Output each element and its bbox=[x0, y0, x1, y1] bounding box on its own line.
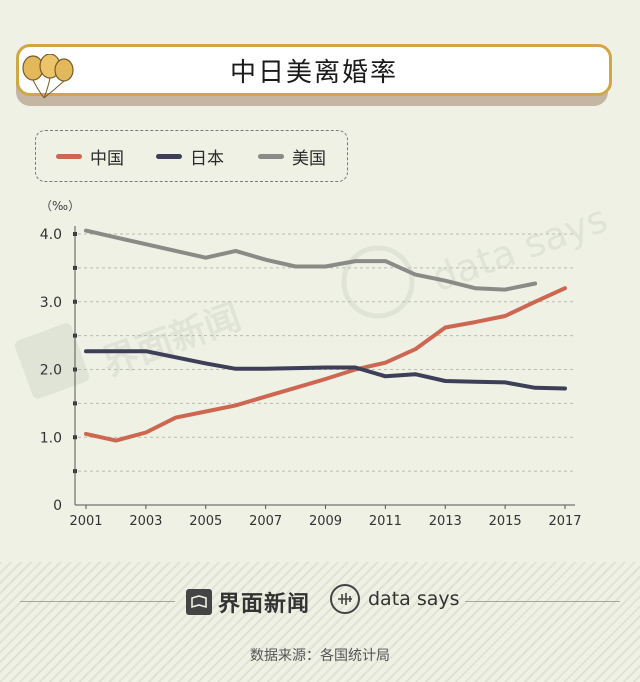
legend-swatch-usa bbox=[258, 153, 284, 159]
chart-title: 中日美离婚率 bbox=[229, 57, 398, 88]
x-tick-label: 2003 bbox=[129, 514, 162, 529]
y-tick-label: 0 bbox=[53, 498, 62, 514]
legend-swatch-china bbox=[56, 153, 82, 159]
series-line-china bbox=[84, 286, 567, 443]
jiemian-logo: 界面新闻 bbox=[186, 586, 310, 618]
title-box: 中日美离婚率 bbox=[16, 44, 612, 96]
legend-label-usa: 美国 bbox=[292, 148, 326, 169]
footer-band bbox=[0, 562, 640, 682]
x-ticks: 2001 2003 2005 2007 2009 2011 2013 2015 2017 bbox=[69, 505, 582, 529]
series-line-usa bbox=[84, 228, 538, 292]
y-tick-label: 4.0 bbox=[40, 227, 62, 243]
legend-item-china: 中国 bbox=[56, 145, 124, 169]
x-tick-label: 2001 bbox=[69, 514, 102, 529]
footer-divider-left bbox=[20, 601, 175, 602]
line-chart: （‰） 01.02.03.04.0 2001 2003 2005 2007 2009 20… bbox=[40, 199, 582, 529]
x-tick-label: 2005 bbox=[189, 514, 222, 529]
datasays-logo: data says bbox=[330, 584, 460, 614]
data-source: 数据来源：各国统计局 bbox=[250, 648, 390, 664]
y-tick-label: 1.0 bbox=[40, 430, 62, 446]
series-lines bbox=[84, 228, 567, 443]
legend-label-japan: 日本 bbox=[190, 148, 224, 169]
x-tick-label: 2007 bbox=[249, 514, 282, 529]
x-tick-label: 2015 bbox=[489, 514, 522, 529]
legend-swatch-japan bbox=[156, 153, 182, 159]
legend: 中国 日本 美国 bbox=[35, 130, 348, 182]
y-tick-label: 3.0 bbox=[40, 295, 62, 311]
x-tick-label: 2011 bbox=[369, 514, 402, 529]
x-tick-label: 2017 bbox=[548, 514, 581, 529]
datasays-logo-text: data says bbox=[368, 588, 460, 610]
jiemian-logo-icon bbox=[186, 589, 212, 615]
legend-item-japan: 日本 bbox=[156, 145, 224, 169]
x-tick-label: 2013 bbox=[429, 514, 462, 529]
x-tick-label: 2009 bbox=[309, 514, 342, 529]
y-tick-label: 2.0 bbox=[40, 363, 62, 379]
balloons-icon bbox=[22, 54, 74, 99]
legend-label-china: 中国 bbox=[90, 148, 124, 169]
y-axis-unit-label: （‰） bbox=[40, 199, 80, 213]
jiemian-logo-text: 界面新闻 bbox=[218, 592, 311, 617]
legend-item-usa: 美国 bbox=[258, 145, 326, 169]
y-ticks: 0 1.0 2.0 3.0 4.0 bbox=[40, 227, 62, 514]
series-line-japan bbox=[84, 349, 567, 391]
datasays-logo-icon bbox=[330, 584, 360, 614]
footer-divider-right bbox=[465, 601, 620, 602]
